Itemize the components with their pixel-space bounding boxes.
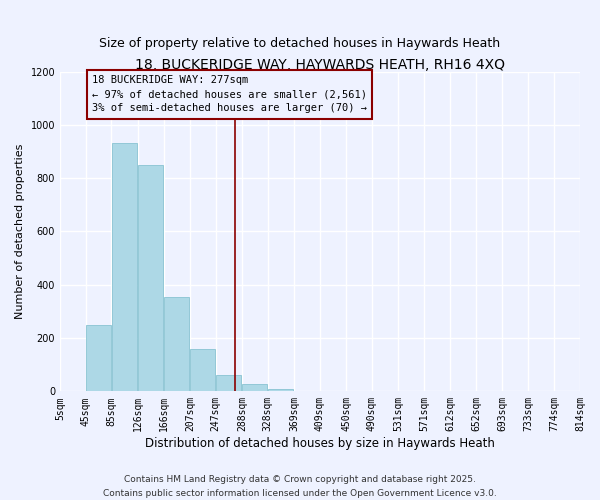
- Bar: [112, 144, 137, 392]
- Bar: [86, 325, 111, 392]
- Bar: [138, 166, 163, 392]
- X-axis label: Distribution of detached houses by size in Haywards Heath: Distribution of detached houses by size …: [145, 437, 495, 450]
- Y-axis label: Number of detached properties: Number of detached properties: [15, 144, 25, 319]
- Bar: [190, 349, 215, 392]
- Title: 18, BUCKERIDGE WAY, HAYWARDS HEATH, RH16 4XQ: 18, BUCKERIDGE WAY, HAYWARDS HEATH, RH16…: [135, 58, 505, 71]
- Text: 18 BUCKERIDGE WAY: 277sqm
← 97% of detached houses are smaller (2,561)
3% of sem: 18 BUCKERIDGE WAY: 277sqm ← 97% of detac…: [92, 76, 367, 114]
- Text: Contains HM Land Registry data © Crown copyright and database right 2025.
Contai: Contains HM Land Registry data © Crown c…: [103, 476, 497, 498]
- Bar: [242, 384, 268, 392]
- Bar: [216, 375, 241, 392]
- Bar: [294, 391, 319, 392]
- Text: Size of property relative to detached houses in Haywards Heath: Size of property relative to detached ho…: [100, 38, 500, 51]
- Bar: [268, 388, 293, 392]
- Bar: [164, 296, 189, 392]
